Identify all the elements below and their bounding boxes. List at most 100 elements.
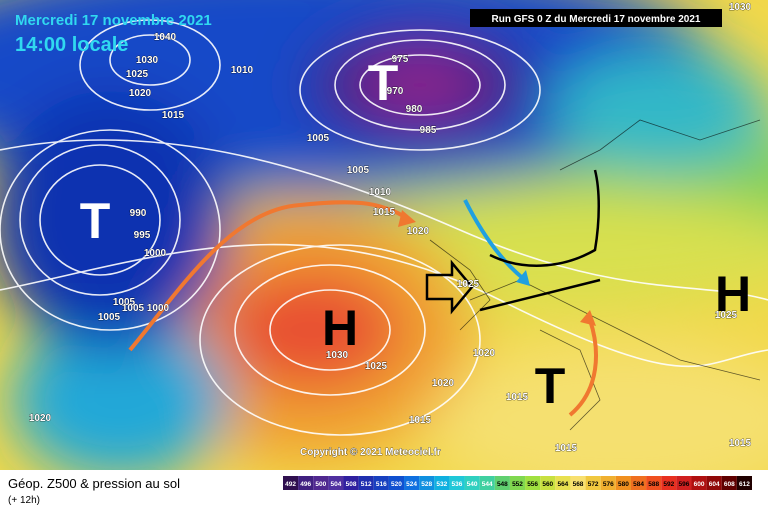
- scale-label: 552: [512, 481, 523, 488]
- scale-label: 536: [452, 481, 463, 488]
- scale-swatch: [343, 476, 359, 490]
- scale-swatch: [721, 476, 737, 490]
- isobar-label: 970: [387, 86, 404, 97]
- scale-swatch: [676, 476, 692, 490]
- map-date: Mercredi 17 novembre 2021: [15, 12, 212, 29]
- scale-swatch: [540, 476, 556, 490]
- scale-label: 520: [391, 481, 402, 488]
- isobar-label: 1020: [407, 226, 430, 237]
- isobar-label: 1020: [129, 88, 152, 99]
- isobar-label: 995: [134, 230, 151, 241]
- scale-label: 548: [497, 481, 508, 488]
- scale-swatch: [313, 476, 329, 490]
- isobar-label: 1015: [555, 443, 578, 454]
- isobar-label: 1005: [98, 312, 121, 323]
- scale-label: 544: [482, 481, 493, 488]
- pressure-center: T: [368, 55, 399, 111]
- isobar-label: 1010: [369, 187, 392, 198]
- isobar-label: 1020: [432, 378, 455, 389]
- scale-label: 516: [376, 481, 387, 488]
- scale-swatch: [736, 476, 752, 490]
- scale-label: 528: [421, 481, 432, 488]
- scale-label: 584: [633, 481, 644, 488]
- scale-label: 532: [436, 481, 447, 488]
- scale-label: 588: [648, 481, 659, 488]
- isobar-label: 1040: [154, 32, 177, 43]
- isobar-label: 1005: [347, 165, 370, 176]
- scale-swatch: [328, 476, 344, 490]
- scale-label: 564: [557, 481, 568, 488]
- scale-swatch: [706, 476, 722, 490]
- legend-step: (+ 12h): [8, 495, 40, 506]
- pressure-center: T: [535, 358, 566, 414]
- scale-swatch: [525, 476, 541, 490]
- isobar-label: 1015: [506, 392, 529, 403]
- scale-label: 512: [361, 481, 372, 488]
- copyright: Copyright © 2021 Meteociel.fr: [300, 447, 441, 458]
- isobar-label: 990: [130, 208, 147, 219]
- scale-label: 592: [663, 481, 674, 488]
- scale-label: 492: [285, 481, 296, 488]
- isobar-label: 980: [406, 104, 423, 115]
- scale-swatch: [555, 476, 571, 490]
- isobar-label: 1030: [136, 55, 159, 66]
- scale-swatch: [630, 476, 647, 490]
- run-info: Run GFS 0 Z du Mercredi 17 novembre 2021: [492, 14, 701, 25]
- scale-label: 524: [406, 481, 417, 488]
- scale-label: 504: [331, 481, 342, 488]
- scale-swatch: [449, 476, 465, 490]
- isobar-label: 975: [392, 54, 409, 65]
- isobar-label: 1015: [373, 207, 396, 218]
- pressure-center: H: [322, 300, 358, 356]
- legend-title: Géop. Z500 & pression au sol: [8, 476, 180, 491]
- scale-swatch: [600, 476, 616, 490]
- scale-swatch: [419, 476, 435, 490]
- map-field: 1040103010251020101510101005100510101015…: [0, 0, 768, 470]
- scale-label: 608: [724, 481, 735, 488]
- scale-label: 576: [603, 481, 614, 488]
- isobar-label: 1025: [715, 310, 738, 321]
- isobar-label: 1015: [409, 415, 432, 426]
- isobar-label: 1015: [729, 438, 752, 449]
- scale-label: 596: [678, 481, 689, 488]
- pressure-center: T: [80, 193, 111, 249]
- scale-swatch: [494, 476, 510, 490]
- scale-swatch: [585, 476, 601, 490]
- scale-label: 540: [467, 481, 478, 488]
- scale-swatch: [570, 476, 586, 490]
- scale-label: 560: [542, 481, 553, 488]
- scale-swatch: [464, 476, 480, 490]
- isobar-label: 1025: [126, 69, 149, 80]
- isobar-label: 1020: [473, 348, 496, 359]
- scale-swatch: [479, 476, 495, 490]
- scale-label: 568: [573, 481, 584, 488]
- scale-label: 572: [588, 481, 599, 488]
- scale-label: 604: [709, 481, 720, 488]
- isobar-label: 1005: [122, 303, 145, 314]
- isobar-label: 1025: [457, 279, 480, 290]
- scale-swatch: [373, 476, 389, 490]
- isobar-label: 1000: [147, 303, 170, 314]
- isobar-label: 1025: [365, 361, 388, 372]
- isobar-label: 1030: [326, 350, 349, 361]
- scale-label: 556: [527, 481, 538, 488]
- scale-swatch: [283, 476, 299, 490]
- scale-label: 500: [315, 481, 326, 488]
- isobar-label: 1005: [307, 133, 330, 144]
- scale-swatch: [434, 476, 450, 490]
- map-time: 14:00 locale: [15, 34, 128, 56]
- scale-swatch: [691, 476, 707, 490]
- scale-swatch: [404, 476, 420, 490]
- scale-swatch: [358, 476, 374, 490]
- pressure-center: H: [715, 266, 751, 322]
- isobar-label: 1000: [144, 248, 167, 259]
- scale-swatch: [646, 476, 662, 490]
- isobar-label: 1015: [162, 110, 185, 121]
- scale-swatch: [388, 476, 405, 490]
- isobar-label: 1030: [729, 2, 752, 13]
- isobar-label: 1010: [231, 65, 254, 76]
- isobar-label: 985: [420, 125, 437, 136]
- scale-label: 600: [694, 481, 705, 488]
- isobar-label: 1005: [113, 297, 136, 308]
